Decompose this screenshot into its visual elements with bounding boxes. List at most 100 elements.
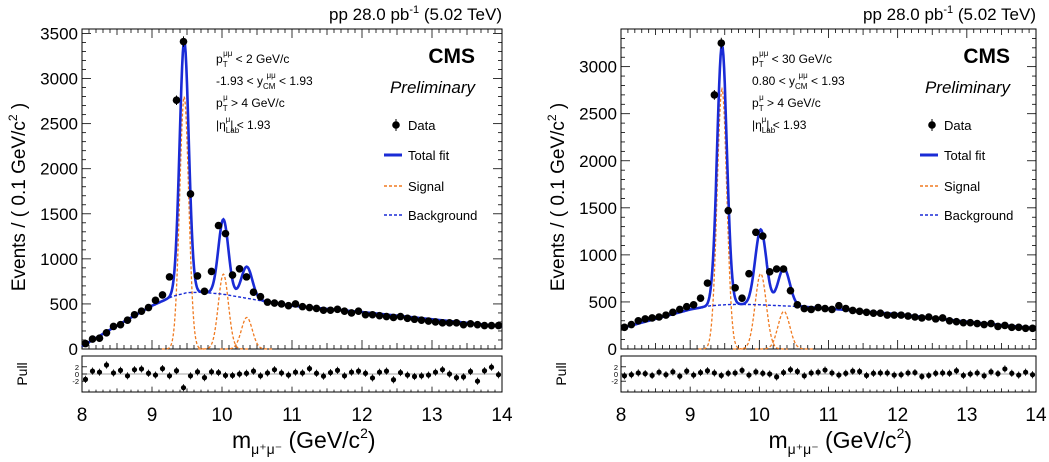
data-point bbox=[284, 301, 293, 310]
pull-point bbox=[912, 369, 918, 376]
data-point bbox=[305, 303, 314, 312]
data-point bbox=[368, 310, 377, 319]
pull-point bbox=[995, 371, 1001, 377]
lumi-main: pp 28.0 pb bbox=[863, 5, 943, 24]
pull-point bbox=[981, 373, 987, 379]
cut-base: y bbox=[789, 74, 795, 88]
preliminary-label: Preliminary bbox=[390, 78, 477, 97]
pull-point bbox=[1002, 366, 1008, 372]
pull-point bbox=[257, 373, 264, 379]
pull-point bbox=[110, 370, 117, 376]
data-point bbox=[431, 318, 440, 326]
pull-point bbox=[495, 372, 502, 378]
data-point bbox=[689, 300, 698, 309]
pull-point bbox=[278, 370, 285, 376]
pull-point bbox=[877, 370, 883, 376]
pull-point bbox=[425, 372, 432, 378]
data-point bbox=[109, 322, 118, 331]
cut-text-4: |ηLab μ| < 1.93 bbox=[752, 115, 807, 135]
pull-point bbox=[187, 373, 194, 379]
data-point bbox=[634, 316, 643, 325]
cut-sub: CM bbox=[795, 82, 808, 91]
pull-point bbox=[292, 369, 299, 375]
pull-point bbox=[369, 375, 376, 381]
pull-point bbox=[138, 366, 145, 372]
pull-point bbox=[739, 367, 745, 373]
data-point bbox=[214, 221, 223, 230]
data-point bbox=[648, 314, 656, 322]
data-point bbox=[207, 267, 216, 276]
data-point bbox=[1001, 321, 1009, 330]
data-point bbox=[410, 315, 419, 324]
pull-point bbox=[299, 370, 306, 376]
data-point bbox=[717, 39, 726, 47]
data-point bbox=[452, 319, 461, 327]
y-axis-label-main: Events / ( 0.1 GeV/c bbox=[548, 121, 569, 291]
data-point bbox=[696, 294, 705, 302]
pull-point bbox=[746, 372, 752, 378]
legend-signal-label: Signal bbox=[408, 179, 444, 194]
pull-tick-label: -2 bbox=[72, 377, 79, 386]
data-point bbox=[669, 308, 677, 317]
data-point bbox=[945, 316, 954, 325]
x-axis-label-sub: μ⁺μ⁻ bbox=[251, 441, 282, 457]
data-point bbox=[973, 319, 982, 328]
pull-axis-label: Pull bbox=[553, 362, 569, 385]
data-point bbox=[938, 314, 947, 322]
y-axis-label-main: Events / ( 0.1 GeV/c bbox=[9, 121, 30, 291]
pull-point bbox=[760, 370, 766, 376]
pull-point bbox=[411, 373, 418, 380]
pull-point bbox=[850, 368, 856, 374]
data-point bbox=[172, 96, 181, 105]
data-point bbox=[312, 304, 321, 313]
y-tick-label: 0 bbox=[608, 340, 617, 359]
pull-point bbox=[1016, 372, 1022, 378]
pull-tick-label: 0 bbox=[614, 370, 618, 379]
data-point bbox=[793, 300, 802, 309]
data-point bbox=[151, 296, 160, 305]
pull-point bbox=[1029, 372, 1036, 378]
signal-curve-3 bbox=[755, 310, 814, 350]
data-point bbox=[375, 311, 384, 320]
legend-background-label: Background bbox=[408, 208, 477, 223]
cut-tail: > 4 GeV/c bbox=[764, 96, 821, 110]
chart-panel-2: 8 9 10 11 12 13 1405001000150020002500300020-2… bbox=[545, 4, 1047, 457]
x-axis-label: mμ⁺μ⁻ (GeV/c2) bbox=[232, 425, 376, 457]
y-axis-label-tail: ) bbox=[9, 103, 30, 115]
pull-point bbox=[215, 369, 222, 376]
pull-point bbox=[684, 368, 690, 374]
data-point bbox=[924, 313, 933, 321]
pull-point bbox=[621, 373, 628, 379]
pull-point bbox=[780, 369, 787, 376]
pull-point bbox=[446, 371, 453, 377]
data-point bbox=[424, 317, 433, 325]
cut-sup: μμ bbox=[223, 49, 233, 58]
pull-point bbox=[320, 373, 327, 379]
data-point bbox=[270, 299, 279, 307]
pull-point bbox=[1009, 370, 1015, 376]
pull-point bbox=[704, 368, 711, 374]
x-axis-label: mμ⁺μ⁻ (GeV/c2) bbox=[769, 425, 913, 457]
x-axis-label-end: ) bbox=[904, 427, 912, 453]
data-point bbox=[765, 268, 774, 276]
pull-point bbox=[677, 373, 683, 379]
cut-sub: T bbox=[759, 104, 764, 113]
pull-point bbox=[453, 375, 460, 381]
pull-point bbox=[946, 370, 953, 376]
data-point bbox=[959, 318, 968, 327]
pull-point bbox=[663, 372, 669, 378]
pull-point bbox=[628, 372, 634, 378]
pull-point bbox=[808, 370, 814, 376]
pull-point bbox=[348, 369, 355, 375]
pull-point bbox=[306, 366, 313, 372]
x-tick-label: 10 bbox=[211, 405, 232, 426]
data-point bbox=[102, 328, 111, 337]
pull-point bbox=[89, 368, 96, 374]
x-tick-label: 14 bbox=[491, 405, 513, 426]
data-point bbox=[703, 279, 712, 287]
data-point bbox=[326, 306, 335, 315]
data-point bbox=[1028, 324, 1037, 333]
pull-point bbox=[953, 368, 960, 374]
lumi-main: pp 28.0 pb bbox=[329, 5, 409, 24]
legend-signal-label: Signal bbox=[944, 179, 980, 194]
